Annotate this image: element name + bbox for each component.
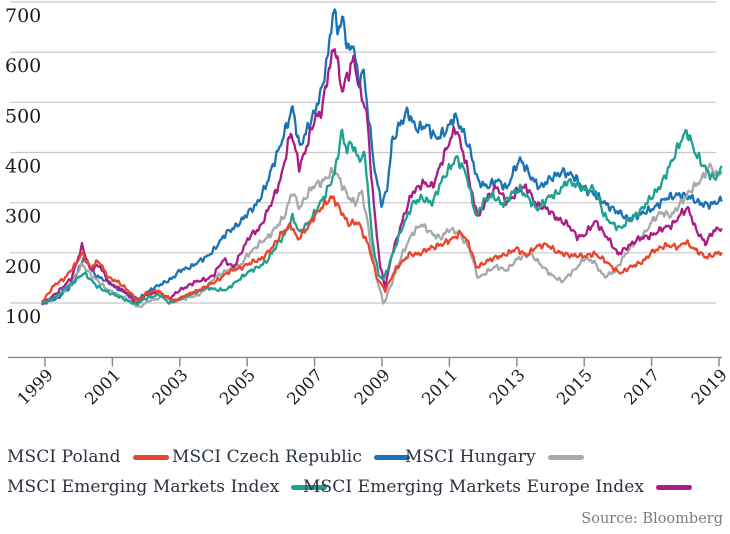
legend-item-msci-hungary: MSCI Hungary <box>405 447 584 467</box>
series-line-msci-hungary <box>41 162 723 308</box>
legend-swatch-msci-hungary <box>547 454 584 460</box>
legend-item-msci-emerging-markets-europe-index: MSCI Emerging Markets Europe Index <box>303 477 693 497</box>
series-line-msci-poland <box>41 195 723 302</box>
y-tick-label-700: 700 <box>5 5 41 27</box>
legend-label-msci-emerging-markets-index: MSCI Emerging Markets Index <box>7 477 280 497</box>
legend-item-msci-emerging-markets-index: MSCI Emerging Markets Index <box>7 477 328 497</box>
y-tick-label-100: 100 <box>5 306 41 328</box>
x-tick-label-2017: 2017 <box>620 365 663 408</box>
x-tick-label-2015: 2015 <box>553 365 596 408</box>
x-tick-label-2005: 2005 <box>216 365 259 408</box>
legend-swatch-msci-emerging-markets-europe-index <box>656 484 693 490</box>
source-note: Source: Bloomberg <box>581 511 723 527</box>
legend-item-msci-czech-republic: MSCI Czech Republic <box>172 447 410 467</box>
y-tick-label-200: 200 <box>5 256 41 278</box>
series-line-msci-emerging-markets-europe-index <box>41 47 723 306</box>
x-tick-label-2003: 2003 <box>148 365 191 408</box>
x-tick-label-2019: 2019 <box>688 365 730 408</box>
legend-label-msci-czech-republic: MSCI Czech Republic <box>172 447 362 467</box>
series-line-msci-emerging-markets-index <box>41 128 723 306</box>
x-tick-label-2011: 2011 <box>418 365 461 408</box>
x-tick-label-2009: 2009 <box>351 365 394 408</box>
legend-swatch-msci-emerging-markets-index <box>291 484 328 490</box>
legend-label-msci-hungary: MSCI Hungary <box>405 447 536 467</box>
legend-label-msci-emerging-markets-europe-index: MSCI Emerging Markets Europe Index <box>303 477 645 497</box>
y-tick-label-500: 500 <box>5 105 41 127</box>
legend-swatch-msci-poland <box>132 454 169 460</box>
series-line-msci-czech-republic <box>41 8 723 305</box>
x-tick-label-2001: 2001 <box>81 365 124 408</box>
legend-swatch-msci-czech-republic <box>373 454 410 460</box>
legend-item-msci-poland: MSCI Poland <box>7 447 169 467</box>
price-chart: 100 200 300 400 500 600 700 1999 2001 2003 2005 200… <box>5 1 730 409</box>
x-tick-label-1999: 1999 <box>14 365 57 408</box>
x-tick-label-2007: 2007 <box>283 365 326 408</box>
legend-label-msci-poland: MSCI Poland <box>7 447 121 467</box>
x-tick-label-2013: 2013 <box>485 365 528 408</box>
y-tick-label-400: 400 <box>5 155 41 177</box>
y-tick-label-600: 600 <box>5 55 41 77</box>
y-tick-label-300: 300 <box>5 206 41 228</box>
